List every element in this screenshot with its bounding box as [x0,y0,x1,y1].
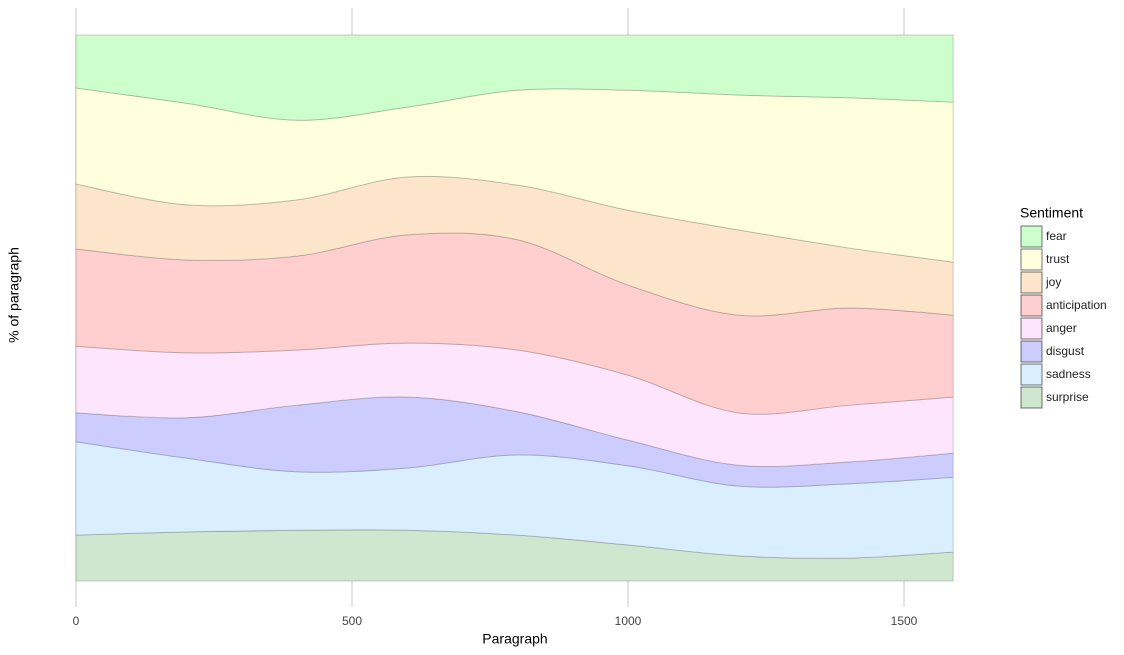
legend-label: fear [1046,229,1067,243]
areas [75,34,954,582]
x-tick-label: 0 [73,614,80,628]
legend-key [1020,225,1043,248]
legend-label: disgust [1046,344,1085,358]
legend-label: sadness [1046,367,1091,381]
legend-key [1020,294,1043,317]
legend-key [1020,317,1043,340]
x-tick-label: 1500 [891,614,918,628]
area [75,396,954,488]
legend-label: joy [1045,275,1061,289]
area [75,87,954,263]
legend-key [1020,386,1043,409]
legend-key [1020,340,1043,363]
legend-key [1020,271,1043,294]
y-axis-title: % of paragraph [6,247,22,343]
legend-label: surprise [1046,390,1089,404]
legend-label: trust [1046,252,1070,266]
legend-label: anticipation [1046,298,1107,312]
legend-key [1020,363,1043,386]
x-axis-title: Paragraph [482,631,547,647]
legend-label: anger [1046,321,1077,335]
legend-title: Sentiment [1020,205,1083,221]
x-tick-label: 500 [342,614,362,628]
x-tick-label: 1000 [615,614,642,628]
legend-key [1020,248,1043,271]
area [75,34,954,121]
